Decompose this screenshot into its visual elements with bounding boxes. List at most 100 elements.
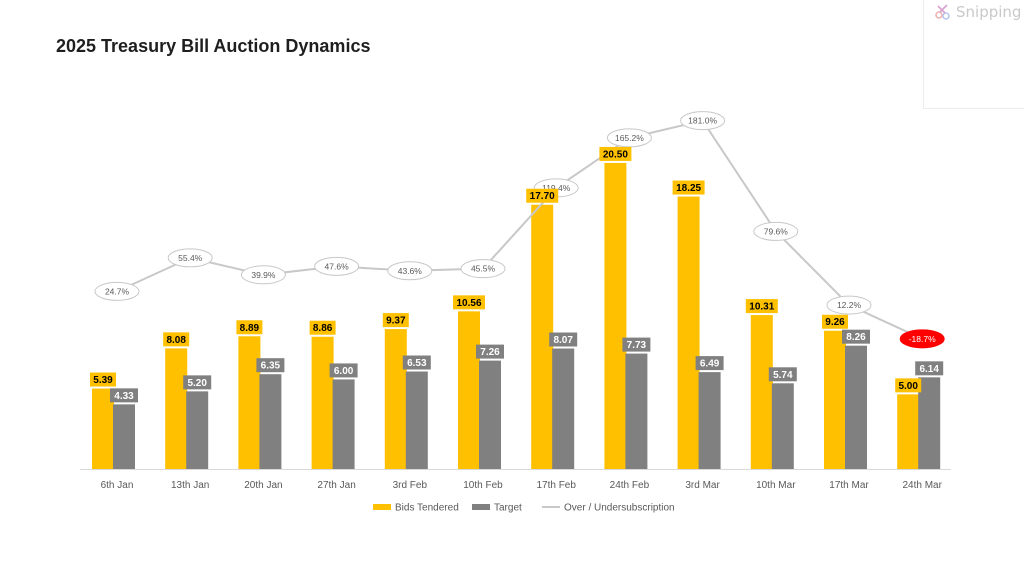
legend-item-bids-tendered[interactable]: Bids Tendered xyxy=(373,503,459,514)
line-point-marker xyxy=(753,221,799,241)
labels-layer: 5.394.33 8.08 5.20 8.89 6.35 8.86 6.00 9.37 6.53… xyxy=(90,146,944,403)
bar-target xyxy=(479,360,501,469)
x-tick-label: 24th Mar xyxy=(902,480,942,491)
line-value-label: 165.2% xyxy=(615,133,644,143)
bids-label-box xyxy=(526,188,559,203)
bids-label-box xyxy=(745,299,778,314)
target-value-label: 6.49 xyxy=(700,359,720,370)
target-value-label: 7.26 xyxy=(480,347,500,358)
x-tick-label: 13th Jan xyxy=(171,480,209,491)
bar-bids-tendered xyxy=(165,348,188,469)
x-tick-label: 17th Feb xyxy=(536,480,576,491)
bids-value-label: 5.39 xyxy=(93,375,113,386)
bids-label-box xyxy=(163,332,190,347)
bids-value-label: 5.00 xyxy=(898,381,918,392)
line-point-marker xyxy=(167,248,213,268)
bar-bids-tendered xyxy=(238,336,261,469)
bar-target xyxy=(405,371,428,469)
bar-target xyxy=(552,348,575,469)
snipping-label: Snipping xyxy=(956,3,1022,21)
line-point-marker xyxy=(240,265,286,285)
bids-label-box xyxy=(822,314,848,329)
bids-value-label: 8.86 xyxy=(313,323,333,334)
target-value-label: 8.26 xyxy=(846,332,866,343)
bids-value-label: 10.31 xyxy=(749,302,774,313)
target-value-label: 5.20 xyxy=(187,378,207,389)
line-layer: 24.7% 55.4% 39.9% 47.6% 43.6% 45.5% 119.4% 165.… xyxy=(94,111,945,349)
target-label-box xyxy=(329,363,358,378)
legend-label: Target xyxy=(494,503,522,514)
line-point-marker xyxy=(94,281,140,301)
bar-bids-tendered xyxy=(458,311,480,469)
line-value-label: 181.0% xyxy=(688,116,717,126)
target-label-box xyxy=(915,361,944,376)
bar-target xyxy=(186,391,209,469)
target-value-label: 6.53 xyxy=(407,358,427,369)
bar-target xyxy=(113,404,135,469)
line-value-label: 12.2% xyxy=(837,300,862,310)
line-value-label: 24.7% xyxy=(105,286,130,296)
line-value-label: 119.4% xyxy=(542,183,571,193)
legend-item-target[interactable]: Target xyxy=(472,503,522,514)
bids-value-label: 10.56 xyxy=(456,298,481,309)
bids-label-box xyxy=(599,146,632,161)
x-tick-label: 17th Mar xyxy=(829,480,869,491)
legend-label: Over / Undersubscription xyxy=(564,503,675,514)
legend-item-over-undersubscription[interactable]: Over / Undersubscription xyxy=(542,503,675,514)
bar-bids-tendered xyxy=(750,315,773,469)
line-point-marker xyxy=(606,128,652,148)
line-point-marker xyxy=(460,259,506,279)
bar-target xyxy=(259,374,282,469)
target-value-label: 6.14 xyxy=(919,364,939,375)
x-tick-label: 3rd Feb xyxy=(393,480,428,491)
bar-target xyxy=(771,383,794,469)
legend: Bids Tendered Target Over / Undersubscript… xyxy=(373,503,675,514)
bids-label-box xyxy=(236,320,263,335)
bar-bids-tendered xyxy=(311,336,334,469)
target-label-box xyxy=(622,337,651,352)
line-over-undersubscription xyxy=(116,119,923,340)
target-label-box xyxy=(695,356,724,371)
bar-bids-tendered xyxy=(824,330,846,469)
target-label-box xyxy=(402,355,431,370)
line-point-marker xyxy=(387,261,433,281)
bar-target xyxy=(332,379,355,469)
bids-label-box xyxy=(453,295,485,310)
bids-value-label: 20.50 xyxy=(603,149,628,160)
x-tick-label: 20th Jan xyxy=(244,480,282,491)
bids-label-box xyxy=(672,180,705,195)
bids-label-box xyxy=(895,378,922,393)
bids-value-label: 8.89 xyxy=(240,323,260,334)
bars-layer xyxy=(92,162,941,469)
bar-bids-tendered xyxy=(531,204,554,469)
line-value-label: 47.6% xyxy=(325,261,350,271)
target-value-label: 6.35 xyxy=(261,361,281,372)
bar-bids-tendered xyxy=(384,329,407,469)
target-value-label: 5.74 xyxy=(773,370,793,381)
legend-swatch xyxy=(373,504,391,510)
target-label-box xyxy=(256,358,285,373)
line-value-label: 39.9% xyxy=(251,270,276,280)
line-point-marker xyxy=(899,329,945,349)
line-point-marker xyxy=(314,256,360,276)
bar-target xyxy=(845,345,867,469)
x-tick-label: 24th Feb xyxy=(610,480,650,491)
line-value-label: 79.6% xyxy=(764,226,789,236)
bar-bids-tendered xyxy=(897,394,920,469)
x-tick-label: 27th Jan xyxy=(317,480,355,491)
bar-target xyxy=(625,353,648,469)
line-value-label: -18.7% xyxy=(909,334,936,344)
bar-bids-tendered xyxy=(92,388,114,469)
target-value-label: 6.00 xyxy=(334,366,354,377)
x-axis: 6th Jan 13th Jan 20th Jan 27th Jan 3rd Feb 10… xyxy=(80,469,951,491)
bar-target xyxy=(918,377,941,469)
bids-value-label: 17.70 xyxy=(530,191,555,202)
target-label-box xyxy=(549,332,578,347)
target-value-label: 8.07 xyxy=(553,335,573,346)
bids-label-box xyxy=(90,372,116,387)
snipping-tool-overlay[interactable]: Snipping xyxy=(923,0,1024,109)
line-value-label: 55.4% xyxy=(178,253,203,263)
x-tick-label: 10th Feb xyxy=(463,480,503,491)
target-label-box xyxy=(110,388,138,403)
